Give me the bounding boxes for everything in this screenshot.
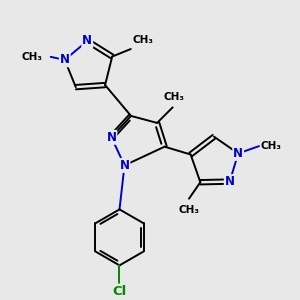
Text: Cl: Cl (112, 285, 127, 298)
Text: N: N (60, 53, 70, 66)
Text: CH₃: CH₃ (261, 141, 282, 151)
Text: N: N (106, 131, 116, 144)
Text: N: N (82, 34, 92, 47)
Text: N: N (119, 159, 130, 172)
Text: CH₃: CH₃ (178, 205, 200, 215)
Text: CH₃: CH₃ (133, 35, 154, 45)
Text: N: N (225, 175, 235, 188)
Text: N: N (233, 147, 243, 160)
Text: CH₃: CH₃ (22, 52, 43, 62)
Text: CH₃: CH₃ (163, 92, 184, 102)
